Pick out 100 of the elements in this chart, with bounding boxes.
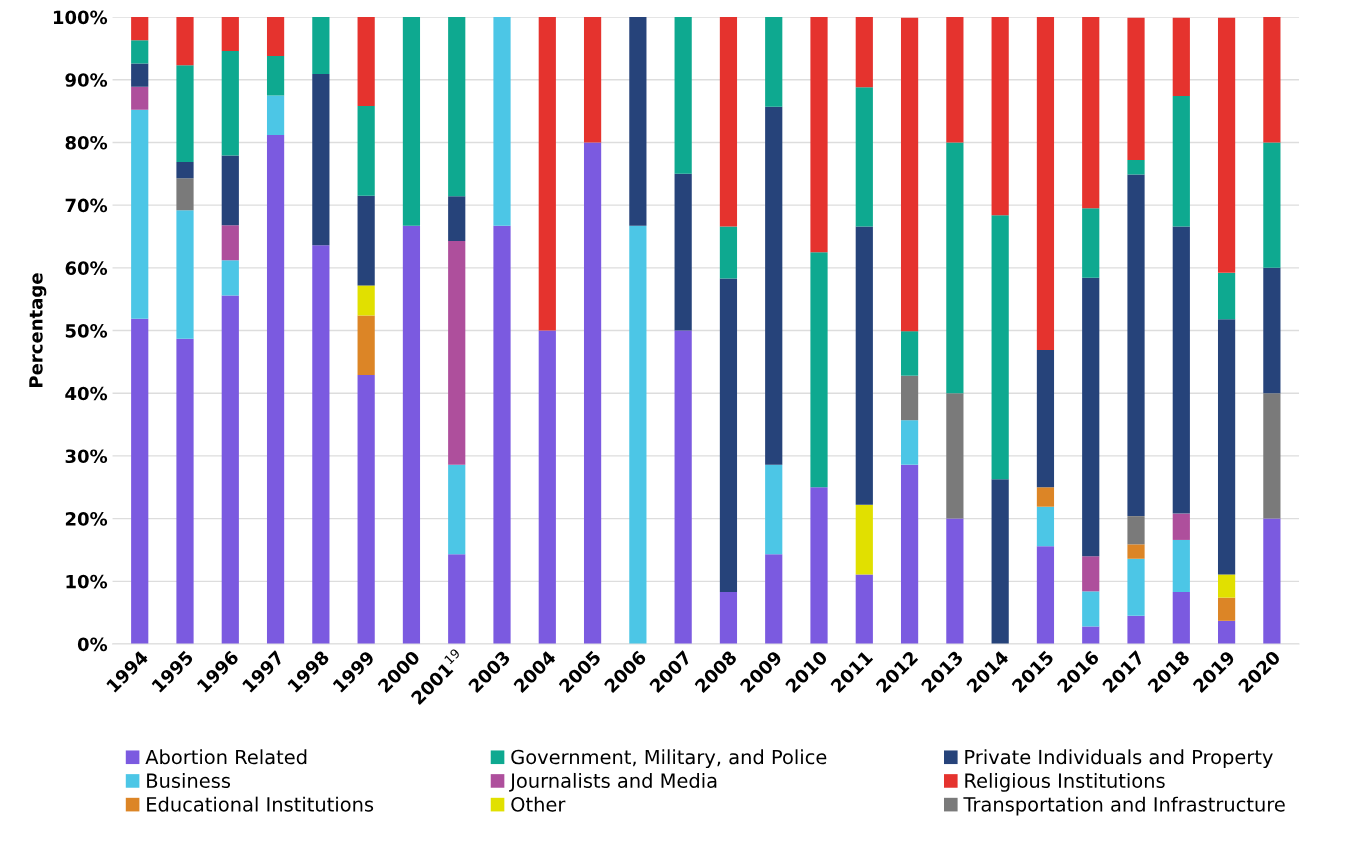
bar: [176, 210, 194, 339]
bar: [131, 17, 149, 41]
bar: [674, 17, 692, 174]
bar: [402, 225, 421, 645]
bar: [1263, 17, 1281, 143]
bar: [946, 393, 964, 519]
bar: [674, 330, 692, 645]
bar: [946, 17, 964, 143]
bar: [629, 225, 647, 645]
bar: [131, 109, 149, 319]
bar: [448, 196, 466, 241]
bar: [1172, 591, 1190, 645]
bar: [176, 178, 194, 211]
y-tick-label: 20%: [65, 512, 108, 526]
bar: [946, 518, 964, 645]
bar: [402, 17, 421, 226]
legend-label: Abortion Related: [145, 749, 307, 765]
bar: [765, 106, 783, 465]
bar: [448, 17, 466, 197]
bar: [946, 142, 964, 394]
bar: [266, 134, 285, 645]
bar: [765, 554, 783, 645]
bar: [312, 17, 330, 75]
bar: [900, 420, 919, 465]
bar: [991, 17, 1009, 216]
y-tick-label: 50%: [65, 324, 108, 338]
bar: [1082, 626, 1100, 645]
bar: [1127, 558, 1145, 616]
legend-label: Other: [511, 796, 566, 812]
legend-label: Transportation and Infrastructure: [963, 796, 1285, 816]
legend-label: Educational Institutions: [147, 796, 374, 812]
bar: [855, 226, 873, 505]
bar: [991, 215, 1009, 480]
bar: [1172, 513, 1190, 540]
bar: [1127, 516, 1145, 545]
bar: [357, 375, 375, 645]
bar: [131, 40, 149, 64]
bar: [900, 375, 919, 421]
bar: [1172, 96, 1190, 227]
bar: [221, 17, 239, 51]
bar: [221, 155, 239, 226]
bar: [1036, 17, 1055, 350]
bar: [1263, 518, 1281, 645]
bar: [1036, 349, 1055, 488]
legend-label: Private Individuals and Property: [965, 749, 1273, 769]
bar: [1263, 142, 1281, 268]
bar: [176, 338, 194, 645]
bar: [266, 55, 285, 96]
bar: [493, 17, 511, 226]
bar: [810, 487, 828, 645]
legend-label: Journalists and Media: [509, 772, 717, 792]
bar: [719, 17, 738, 227]
bar: [1082, 277, 1100, 557]
bar: [583, 142, 602, 645]
bar: [131, 86, 149, 110]
bar: [1217, 620, 1236, 645]
bar: [221, 295, 239, 645]
bar: [221, 260, 239, 296]
bar: [674, 173, 692, 331]
bar: [1172, 17, 1190, 97]
bar: [131, 318, 149, 645]
bar: [583, 17, 602, 143]
bar: [493, 225, 511, 645]
y-tick-label: 40%: [65, 386, 108, 401]
bar: [1082, 17, 1100, 209]
bar: [1036, 506, 1055, 547]
bar: [448, 554, 466, 645]
bar: [1082, 556, 1100, 592]
bar: [221, 50, 239, 156]
bar: [719, 226, 738, 279]
bar: [448, 240, 466, 465]
bar: [538, 17, 556, 331]
bar: [357, 315, 375, 376]
bar: [1217, 272, 1236, 320]
bar: [1263, 267, 1281, 394]
bar: [357, 17, 375, 107]
bar: [266, 17, 285, 56]
y-tick-label: 0%: [77, 637, 108, 652]
bar: [312, 245, 330, 645]
legend-label: Business: [147, 772, 231, 789]
bar: [312, 74, 330, 246]
bar: [131, 63, 149, 87]
bar: [448, 464, 466, 555]
y-tick-label: 60%: [65, 261, 108, 275]
bar: [176, 17, 194, 66]
bar: [357, 106, 375, 196]
bar: [538, 330, 556, 645]
bar: [1217, 319, 1236, 575]
bar: [629, 17, 647, 226]
legend-label: Religious Institutions: [965, 772, 1165, 792]
bar: [1036, 546, 1055, 645]
legend-label: Government, Military, and Police: [511, 749, 827, 769]
bar: [810, 252, 828, 488]
bar: [1082, 208, 1100, 278]
y-tick-label: 100%: [53, 10, 108, 25]
bar: [810, 17, 828, 253]
bar: [1172, 539, 1190, 592]
bar: [176, 161, 194, 179]
bar: [1172, 226, 1190, 514]
bar: [176, 65, 194, 162]
